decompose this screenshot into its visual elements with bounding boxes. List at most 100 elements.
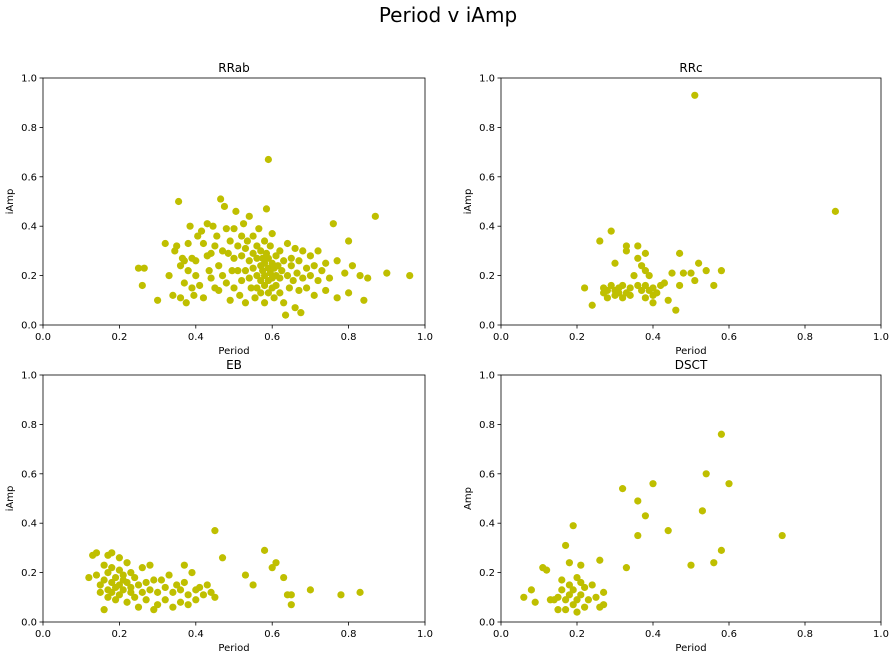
eb-point-56: [180, 561, 188, 569]
eb-point-73: [268, 564, 276, 572]
rrab-point-69: [249, 249, 257, 257]
rrab-xtick-label-2: 0.4: [188, 332, 204, 343]
eb-xtick-label-3: 0.6: [264, 629, 280, 640]
rrab-point-25: [196, 281, 204, 290]
dsct-point-13: [562, 606, 570, 614]
eb-point-77: [287, 601, 295, 609]
rrc-point-30: [641, 249, 650, 257]
eb-point-80: [337, 591, 345, 599]
rrab-xtick-label-5: 1.0: [417, 332, 433, 343]
dsct-point-12: [562, 596, 570, 604]
dsct-point-24: [577, 578, 585, 587]
rrab-point-26: [197, 227, 206, 235]
dsct-xtick-label-2: 0.4: [645, 629, 661, 640]
rrab-point-59: [238, 276, 246, 285]
rrc-xtick-label-4: 0.8: [797, 332, 813, 343]
rrc-point-15: [619, 294, 627, 302]
eb-point-38: [138, 564, 146, 572]
rrab-point-143: [333, 294, 341, 302]
dsct-point-41: [664, 527, 672, 535]
rrab-point-48: [226, 296, 234, 304]
rrab-point-108: [276, 247, 284, 255]
rrab-point-88: [260, 299, 269, 307]
dsct-xtick-label-1: 0.2: [569, 629, 585, 640]
rrab-point-146: [345, 289, 353, 297]
rrab-point-0: [134, 264, 143, 272]
dsct-point-49: [778, 531, 786, 540]
rrc-point-0: [581, 284, 589, 292]
rrc-point-44: [679, 269, 688, 277]
eb-point-16: [108, 549, 116, 557]
dsct-point-48: [725, 480, 733, 488]
eb-point-43: [150, 606, 158, 614]
eb-point-81: [356, 588, 364, 596]
eb-xtick-label-1: 0.2: [111, 629, 127, 640]
eb-point-41: [146, 561, 154, 569]
eb-point-58: [184, 591, 192, 599]
rrc-point-34: [649, 284, 657, 292]
rrab-ylabel: iAmp: [5, 189, 16, 215]
eb-point-45: [154, 601, 162, 609]
rrab-point-21: [190, 291, 198, 299]
rrab-point-134: [310, 262, 318, 270]
dsct-point-18: [569, 601, 577, 609]
eb-point-40: [142, 596, 150, 604]
eb-point-35: [134, 581, 143, 589]
rrc-ytick-label-3: 0.6: [479, 172, 495, 183]
dsct-ytick-label-3: 0.6: [479, 469, 495, 480]
rrc-point-35: [649, 299, 657, 307]
rrab-point-68: [247, 284, 255, 292]
dsct-point-34: [600, 588, 608, 596]
dsct-point-17: [569, 522, 577, 530]
rrab-point-18: [186, 222, 194, 230]
rrab-point-6: [169, 291, 177, 299]
rrab-point-120: [289, 276, 297, 285]
rrc-point-21: [630, 272, 638, 280]
rrab-point-71: [249, 232, 257, 240]
rrab-point-36: [211, 242, 219, 250]
dsct-point-8: [554, 593, 562, 601]
rrab-point-17: [184, 267, 192, 275]
rrab-title: RRab: [218, 61, 249, 75]
eb-point-26: [119, 571, 127, 579]
rrab-point-138: [322, 259, 330, 267]
rrc-point-26: [638, 262, 646, 270]
rrc-panel: 0.0 0.2 0.4 0.6 0.8 1.0 0.0 0.2 0.4 0.6 0.8 1.0 RRc P…: [463, 61, 889, 357]
eb-point-78: [287, 591, 295, 599]
rrab-point-150: [364, 274, 372, 282]
rrab-point-45: [222, 279, 230, 287]
rrab-point-126: [297, 309, 305, 317]
eb-ytick-label-0: 0.0: [21, 618, 37, 629]
rrc-point-48: [695, 259, 703, 267]
rrab-ytick-label-4: 0.8: [21, 123, 37, 134]
eb-point-52: [169, 588, 177, 596]
dsct-point-38: [634, 531, 642, 540]
rrab-point-19: [188, 284, 196, 292]
rrab-axes-frame: [42, 77, 426, 326]
eb-point-31: [127, 569, 135, 577]
rrab-point-113: [280, 299, 288, 307]
dsct-point-47: [717, 430, 726, 438]
rrab-point-64: [243, 237, 251, 245]
eb-point-67: [211, 527, 219, 535]
rrab-point-23: [192, 272, 200, 280]
rrab-point-39: [215, 286, 223, 295]
rrab-xtick-label-0: 0.0: [35, 332, 51, 343]
eb-point-27: [123, 598, 131, 606]
eb-point-21: [115, 581, 123, 589]
rrab-point-140: [325, 274, 334, 282]
rrab-xtick-label-3: 0.6: [264, 332, 280, 343]
dsct-point-16: [565, 591, 574, 599]
rrc-point-13: [615, 289, 623, 297]
eb-point-60: [188, 569, 196, 577]
rrc-point-49: [702, 267, 710, 275]
dsct-axes-frame: [500, 374, 882, 623]
rrab-point-54: [234, 242, 242, 250]
rrab-point-30: [203, 220, 211, 228]
dsct-point-26: [581, 603, 589, 611]
rrab-point-81: [257, 289, 265, 297]
rrab-point-128: [299, 247, 307, 255]
dsct-panel: 0.0 0.2 0.4 0.6 0.8 1.0 0.0 0.2 0.4 0.6 0.8 1.0 DSCT…: [463, 358, 889, 654]
rrc-point-32: [645, 272, 653, 280]
dsct-point-42: [687, 561, 695, 569]
